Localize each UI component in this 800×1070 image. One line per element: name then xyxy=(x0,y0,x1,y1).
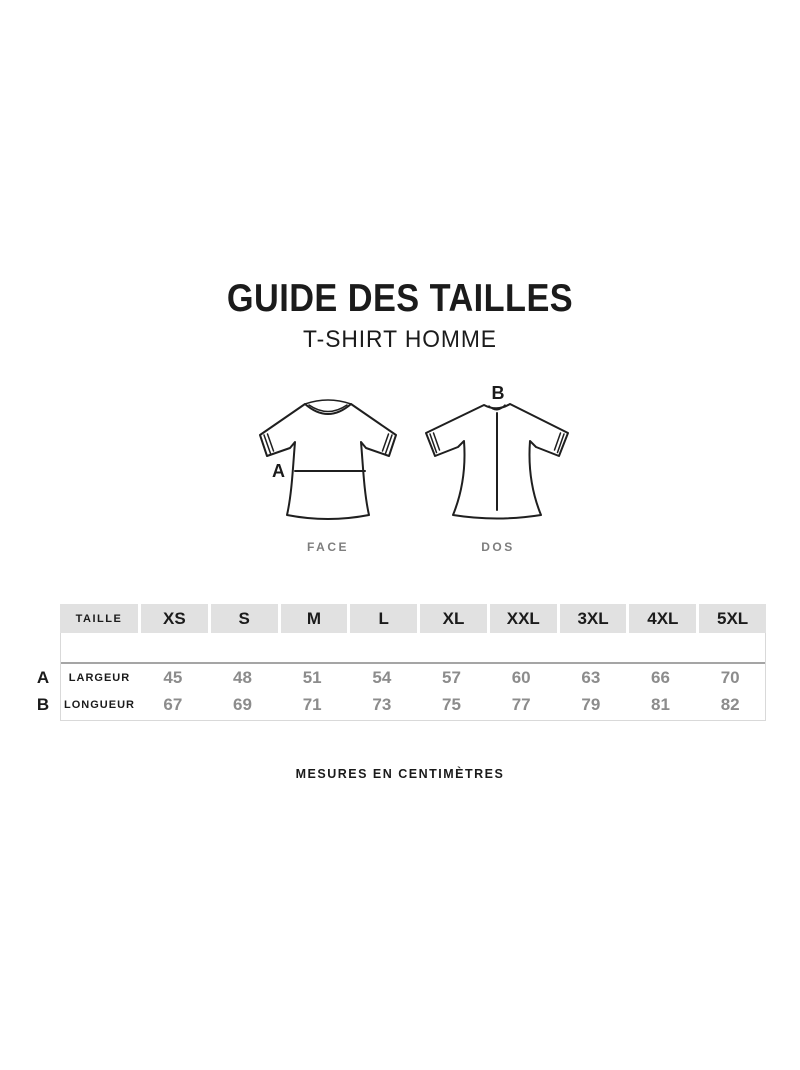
back-caption: DOS xyxy=(481,540,515,554)
size-value-cell: 66 xyxy=(651,667,670,687)
size-col-header: 3XL xyxy=(556,604,627,633)
page-subtitle: T-SHIRT HOMME xyxy=(303,326,497,353)
size-value-cell: 48 xyxy=(233,667,252,687)
size-col-header: S xyxy=(207,604,278,633)
table-row: B LONGUEUR 67 69 71 73 75 77 79 81 82 xyxy=(37,691,765,718)
size-col-header: XXL xyxy=(486,604,557,633)
back-diagram: B DOS xyxy=(420,384,576,554)
row-label: LARGEUR xyxy=(68,671,131,684)
table-body: A LARGEUR 45 48 51 54 57 60 63 66 70 B LONGUEUR 67 69 7… xyxy=(37,633,766,721)
tshirt-back-icon xyxy=(425,403,569,520)
size-col-header: XS xyxy=(138,604,208,633)
size-value-cell: 70 xyxy=(720,667,740,687)
front-diagram: A FACE xyxy=(250,393,406,554)
size-value-cell: 79 xyxy=(581,694,601,714)
size-col-header: L xyxy=(347,604,418,633)
table-row: A LARGEUR 45 48 51 54 57 60 63 66 70 xyxy=(37,664,765,691)
size-value-cell: 57 xyxy=(442,667,461,687)
size-value-cell: 54 xyxy=(372,667,392,687)
size-value-cell: 67 xyxy=(163,694,183,714)
tshirt-front-icon xyxy=(259,399,397,520)
size-value-cell: 51 xyxy=(302,667,322,687)
spacer-row xyxy=(61,633,765,664)
size-value-cell: 73 xyxy=(372,694,392,714)
front-caption: FACE xyxy=(306,540,349,554)
size-col-header: M xyxy=(277,604,348,633)
size-col-header: 4XL xyxy=(626,604,697,633)
measurement-unit-note: MESURES EN CENTIMÈTRES xyxy=(295,767,505,781)
page-title: GUIDE DES TAILLES xyxy=(226,277,574,320)
size-value-cell: 81 xyxy=(651,694,670,714)
size-col-header: XL xyxy=(417,604,487,633)
size-value-cell: 69 xyxy=(233,694,252,714)
size-value-cell: 77 xyxy=(511,694,531,714)
measure-a-label: A xyxy=(272,461,285,481)
table-header-row: TAILLE XS S M L XL XXL 3XL 4XL 5XL xyxy=(60,604,766,633)
measure-b-label: B xyxy=(491,383,505,403)
size-value-cell: 75 xyxy=(442,694,461,714)
size-value-cell: 60 xyxy=(511,667,531,687)
row-letter: B xyxy=(36,694,50,714)
row-label: LONGUEUR xyxy=(64,698,135,711)
size-value-cell: 63 xyxy=(581,667,601,687)
size-table: TAILLE XS S M L XL XXL 3XL 4XL 5XL A LARGEUR 45 48 51… xyxy=(37,604,766,721)
row-letter: A xyxy=(36,667,50,687)
size-value-cell: 45 xyxy=(163,667,183,687)
taille-header: TAILLE xyxy=(60,604,138,633)
size-value-cell: 71 xyxy=(302,694,322,714)
size-col-header: 5XL xyxy=(696,604,766,633)
size-value-cell: 82 xyxy=(720,694,740,714)
